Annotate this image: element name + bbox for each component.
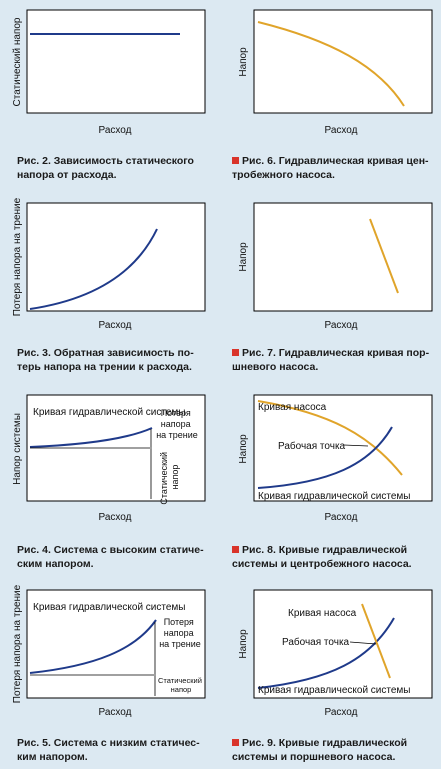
figure-4: Кривая гидравлической системы Потеря нап… (0, 385, 220, 575)
figure-8: Кривая насоса Рабочая точка Кривая гидра… (220, 385, 441, 575)
operating-point-pointer (349, 641, 377, 645)
figure-7-diagram: Напор Расход (238, 202, 433, 331)
caption-marker (232, 349, 239, 356)
caption-line: Рис. 9. Кривые гидравлической (232, 736, 440, 750)
figure-9-diagram: Кривая насоса Рабочая точка Кривая гидра… (238, 589, 433, 718)
system-curve (257, 426, 393, 489)
caption-line: терь напора на трении к расхода. (17, 361, 192, 373)
caption-marker (232, 546, 239, 553)
caption-line: Рис. 3. Обратная зависимость по- (17, 347, 194, 359)
x-axis-label: Расход (325, 512, 358, 523)
caption-line: системы и центробежного насоса. (232, 558, 412, 570)
caption-marker (232, 739, 239, 746)
pump-curve (257, 21, 405, 107)
figure-3-diagram: Потеря напора на трение Расход (12, 197, 206, 331)
y-axis-label: Напор (238, 47, 249, 77)
figure-3: Потеря напора на трение Расход Рис. 3. О… (0, 195, 220, 380)
y-axis-label: Напор (238, 434, 249, 464)
curve-label: Кривая гидравлической системы (33, 602, 186, 613)
chart-frame (26, 202, 206, 312)
y-axis-label: Статический напор (12, 17, 23, 106)
operating-point-label: Рабочая точка (278, 440, 346, 452)
figure-5-diagram: Кривая гидравлической системы Потеря нап… (12, 584, 206, 718)
x-axis-label: Расход (325, 707, 358, 718)
y-axis-label: Потеря напора на трение (12, 584, 23, 703)
x-axis-label: Расход (99, 707, 132, 718)
figure-9-caption: Рис. 9. Кривые гидравлической системы и … (232, 736, 440, 764)
chart-frame (253, 9, 433, 114)
chart-frame (26, 9, 206, 114)
x-axis-label: Расход (99, 125, 132, 136)
pump-curve (257, 400, 403, 476)
x-axis-label: Расход (325, 125, 358, 136)
figure-5: Кривая гидравлической системы Потеря нап… (0, 580, 220, 769)
piston-pump-curve (361, 603, 391, 679)
caption-line: напора от расхода. (17, 169, 117, 181)
system-curve (29, 427, 153, 448)
figure-2: Статический напор Расход Рис. 2. Зависим… (0, 0, 220, 190)
caption-line: шневого насоса. (232, 361, 319, 373)
caption-line: Рис. 2. Зависимость статического (17, 155, 194, 167)
figure-9: Кривая насоса Рабочая точка Кривая гидра… (220, 580, 441, 769)
curve-label: Кривая гидравлической системы (33, 407, 186, 418)
caption-line: Рис. 6. Гидравлическая кривая цен- (232, 154, 440, 168)
x-axis-label: Расход (99, 512, 132, 523)
system-curve (257, 617, 395, 689)
y-axis-label: Потеря напора на трение (12, 197, 23, 316)
caption-line: ким напором. (17, 751, 88, 763)
caption-line: системы и поршневого насоса. (232, 751, 396, 763)
piston-pump-curve (369, 218, 399, 294)
pump-curve-label: Кривая насоса (288, 608, 357, 619)
operating-point-label: Рабочая точка (282, 636, 350, 648)
friction-label: Потеря напора на трение (159, 617, 201, 649)
figure-4-caption: Рис. 4. Система с высоким статиче- ским … (17, 543, 220, 571)
figure-6-diagram: Напор Расход (238, 9, 433, 136)
figure-6-caption: Рис. 6. Гидравлическая кривая цен- тробе… (232, 154, 440, 182)
static-label: Статический напор (159, 449, 180, 504)
caption-line: тробежного насоса. (232, 169, 335, 181)
chart-frame (253, 394, 433, 502)
operating-point-pointer (343, 444, 369, 447)
system-curve (29, 619, 157, 674)
figure-6: Напор Расход Рис. 6. Гидравлическая крив… (220, 0, 441, 190)
friction-curve (29, 228, 158, 310)
figure-3-caption: Рис. 3. Обратная зависимость по- терь на… (17, 346, 220, 374)
caption-line: Рис. 8. Кривые гидравлической (232, 543, 440, 557)
system-curve-label: Кривая гидравлической системы (258, 685, 411, 696)
y-axis-label: Напор (238, 629, 249, 659)
figure-7: Напор Расход Рис. 7. Гидравлическая крив… (220, 195, 441, 380)
figure-7-caption: Рис. 7. Гидравлическая кривая пор- шнево… (232, 346, 440, 374)
y-axis-label: Напор системы (12, 413, 23, 485)
x-axis-label: Расход (325, 320, 358, 331)
figure-4-diagram: Кривая гидравлической системы Потеря нап… (12, 394, 206, 523)
x-axis-label: Расход (99, 320, 132, 331)
chart-frame (253, 202, 433, 312)
chart-frame (253, 589, 433, 699)
chart-frame (26, 589, 206, 699)
system-curve-label: Кривая гидравлической системы (258, 491, 411, 502)
caption-marker (232, 157, 239, 164)
caption-line: Рис. 4. Система с высоким статиче- (17, 544, 204, 556)
pump-curve-label: Кривая насоса (258, 402, 327, 413)
figure-2-caption: Рис. 2. Зависимость статического напора … (17, 154, 217, 182)
figure-2-diagram: Статический напор Расход (12, 9, 206, 136)
caption-line: Рис. 5. Система с низким статичес- (17, 737, 200, 749)
figure-8-diagram: Кривая насоса Рабочая точка Кривая гидра… (238, 394, 433, 523)
figure-8-caption: Рис. 8. Кривые гидравлической системы и … (232, 543, 440, 571)
static-label: Статический напор (158, 676, 204, 694)
caption-line: Рис. 7. Гидравлическая кривая пор- (232, 346, 440, 360)
friction-label: Потеря напора на трение (156, 408, 198, 440)
figure-5-caption: Рис. 5. Система с низким статичес- ким н… (17, 736, 220, 764)
caption-line: ским напором. (17, 558, 94, 570)
y-axis-label: Напор (238, 242, 249, 272)
